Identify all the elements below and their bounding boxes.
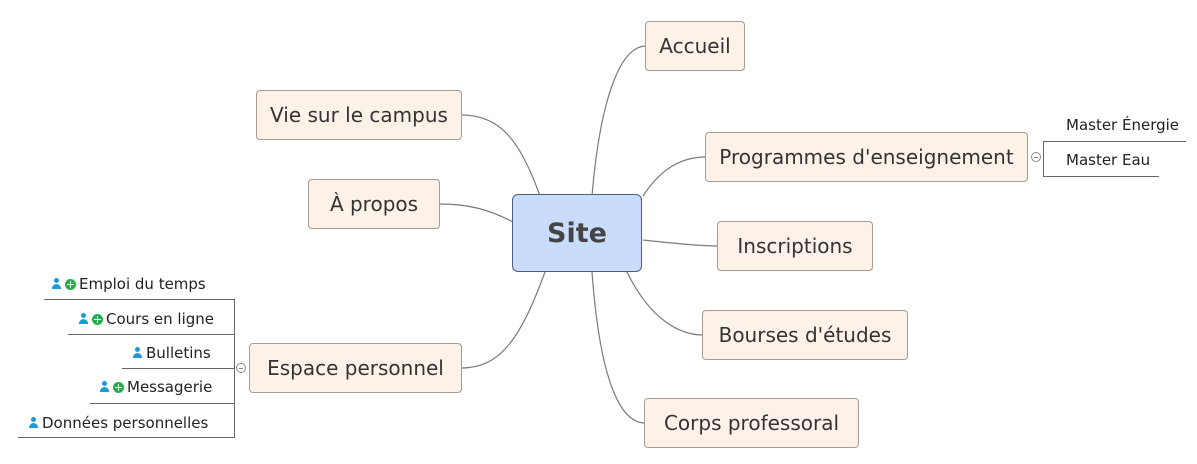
topic-programmes[interactable]: Programmes d'enseignement xyxy=(705,132,1028,182)
subtopic-master-energie[interactable]: Master Énergie xyxy=(1066,116,1180,134)
underline-master-eau xyxy=(1043,176,1159,177)
user-icon xyxy=(28,417,39,429)
collapse-programmes-toggle[interactable] xyxy=(1031,152,1041,162)
add-icon xyxy=(65,278,76,290)
underline-master-energie xyxy=(1043,141,1186,142)
add-icon xyxy=(92,313,103,325)
topic-espace-personnel[interactable]: Espace personnel xyxy=(249,343,462,393)
subtopic-messagerie[interactable]: Messagerie xyxy=(99,378,212,396)
link-corps xyxy=(591,271,646,424)
underline-donnees xyxy=(18,437,235,438)
underline-cours xyxy=(68,334,235,335)
topic-vie-campus[interactable]: Vie sur le campus xyxy=(256,90,462,140)
subtopic-emploi-du-temps[interactable]: Emploi du temps xyxy=(51,275,206,293)
subtopic-donnees-personnelles[interactable]: Données personnelles xyxy=(28,414,208,432)
topic-accueil[interactable]: Accueil xyxy=(645,21,745,71)
underline-messagerie xyxy=(90,403,235,404)
subtopic-bulletins[interactable]: Bulletins xyxy=(132,344,211,362)
topic-bourses[interactable]: Bourses d'études xyxy=(702,310,908,360)
link-bourses xyxy=(625,269,704,336)
underline-emploi xyxy=(44,299,235,300)
link-programmes xyxy=(642,156,707,197)
user-icon xyxy=(51,278,62,290)
subtopic-cours-en-ligne[interactable]: Cours en ligne xyxy=(78,310,214,328)
central-topic-site[interactable]: Site xyxy=(512,194,642,272)
link-espace xyxy=(460,271,546,369)
topic-inscriptions[interactable]: Inscriptions xyxy=(717,221,873,271)
link-vie xyxy=(460,114,541,197)
link-apropos xyxy=(438,203,514,223)
topic-a-propos[interactable]: À propos xyxy=(308,179,440,229)
topic-corps[interactable]: Corps professoral xyxy=(644,398,859,448)
user-icon xyxy=(99,381,110,393)
collapse-espace-toggle[interactable] xyxy=(236,363,246,373)
underline-bulletins xyxy=(122,368,235,369)
programmes-bracket xyxy=(1043,141,1044,176)
link-accueil xyxy=(591,45,647,197)
user-icon xyxy=(78,313,89,325)
add-icon xyxy=(113,381,124,393)
subtopic-master-eau[interactable]: Master Eau xyxy=(1066,151,1151,169)
link-inscriptions xyxy=(642,239,719,247)
user-icon xyxy=(132,347,143,359)
